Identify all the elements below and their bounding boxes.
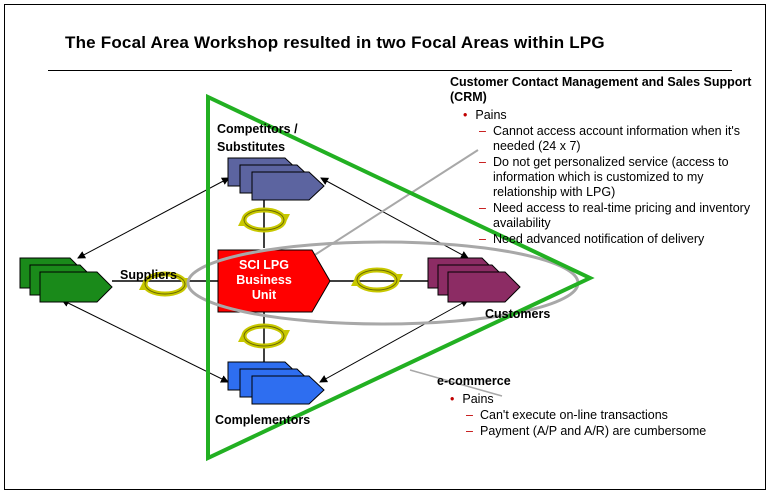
- crm-panel: Customer Contact Management and Sales Su…: [450, 75, 755, 247]
- crm-pain-text: Need access to real-time pricing and inv…: [493, 201, 751, 230]
- crm-pains-heading: • Pains: [463, 108, 755, 123]
- crm-pain-item: – Cannot access account information when …: [479, 124, 755, 154]
- dash-icon: –: [466, 408, 473, 422]
- ecommerce-pains-label: Pains: [462, 392, 494, 406]
- cycle-icon: [238, 323, 290, 349]
- complementors-shape: [227, 361, 325, 405]
- cycle-icon: [238, 207, 290, 233]
- crm-pain-text: Do not get personalized service (access …: [493, 155, 729, 199]
- title-divider: [48, 70, 732, 71]
- ecommerce-panel: e-commerce • Pains – Can't execute on-line…: [437, 374, 757, 439]
- complementors-label: Complementors: [215, 413, 311, 427]
- competitors-label: Competitors / Substitutes: [217, 122, 298, 154]
- ecommerce-pain-item: – Can't execute on-line transactions: [466, 408, 757, 423]
- crm-pain-item: – Do not get personalized service (access…: [479, 155, 755, 200]
- business-unit-shape: [217, 249, 331, 313]
- callout-line-crm: [309, 149, 479, 259]
- suppliers-label: Suppliers: [120, 268, 177, 282]
- crm-panel-title: Customer Contact Management and Sales Su…: [450, 75, 752, 104]
- focal-area-triangle: [206, 93, 595, 462]
- ecommerce-pains-heading: • Pains: [450, 392, 757, 407]
- customers-label: Customers: [485, 307, 551, 321]
- crm-pain-text: Cannot access account information when i…: [493, 124, 740, 153]
- ecommerce-pain-text: Can't execute on-line transactions: [480, 408, 668, 422]
- crm-pain-item: – Need advanced notification of delivery: [479, 232, 755, 247]
- dash-icon: –: [479, 155, 486, 169]
- crm-pains-label: Pains: [475, 108, 507, 122]
- bullet-icon: •: [463, 108, 468, 122]
- bullet-icon: •: [450, 392, 455, 406]
- callout-line-ecommerce: [409, 369, 503, 397]
- arrow-complementors-customers: [319, 299, 469, 383]
- dash-icon: –: [479, 124, 486, 138]
- arrow-competitors-customers: [320, 177, 469, 259]
- crm-pain-item: – Need access to real-time pricing and in…: [479, 201, 755, 231]
- competitors-shape: [227, 157, 325, 201]
- slide-title: The Focal Area Workshop resulted in two …: [65, 33, 605, 52]
- arrow-competitors-suppliers: [77, 177, 230, 259]
- dash-icon: –: [466, 424, 473, 438]
- customers-shape: [427, 257, 521, 303]
- dash-icon: –: [479, 232, 486, 246]
- business-unit-label: SCI LPG Business Unit: [236, 258, 292, 302]
- ecommerce-pain-item: – Payment (A/P and A/R) are cumbersome: [466, 424, 757, 439]
- arrow-suppliers-complementors: [61, 299, 229, 383]
- ecommerce-panel-title: e-commerce: [437, 374, 511, 388]
- suppliers-shape: [19, 257, 113, 303]
- ecommerce-pain-text: Payment (A/P and A/R) are cumbersome: [480, 424, 707, 438]
- crm-pain-text: Need advanced notification of delivery: [493, 232, 705, 246]
- cycle-icon: [351, 267, 403, 293]
- slide-frame: [4, 4, 766, 490]
- dash-icon: –: [479, 201, 486, 215]
